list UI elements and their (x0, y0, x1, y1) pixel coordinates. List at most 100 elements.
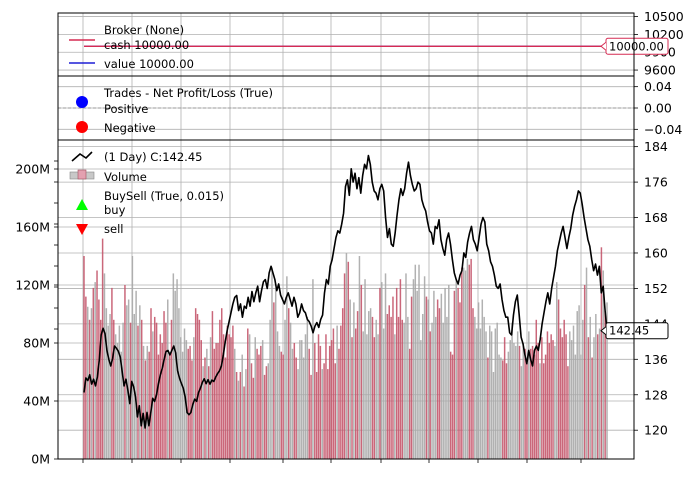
legend-label-close: (1 Day) C:142.45 (104, 150, 202, 164)
volume-bar (500, 357, 502, 459)
volume-bar (401, 319, 404, 459)
volume-bar (312, 279, 314, 459)
legend-swatch-volume (77, 169, 87, 180)
volume-bar (152, 331, 154, 459)
volume-bar (395, 287, 398, 459)
volume-bar (557, 299, 560, 459)
volume-bar (239, 372, 242, 459)
volume-bar (180, 337, 182, 459)
legend-label-negative: Negative (104, 121, 156, 135)
volume-bar (369, 308, 372, 459)
volume-bar (528, 331, 530, 459)
legend-label-positive: Positive (104, 102, 148, 116)
volume-bar (269, 319, 271, 459)
volume-bar (284, 319, 286, 459)
legend-label-volume: Volume (104, 170, 147, 184)
volume-bar (243, 386, 245, 459)
volume-bar (142, 345, 145, 459)
volume-bar (356, 311, 359, 459)
volume-bar (449, 351, 452, 459)
volume-bar (92, 287, 95, 459)
price-last-value-tag: 142.45 (609, 324, 649, 338)
volume-bar (552, 340, 554, 459)
volume-bar (181, 351, 184, 459)
volume-bar (343, 273, 346, 459)
volume-bar (587, 337, 590, 459)
volume-bar (213, 348, 216, 459)
trades-panel: 0.04 0.00 −0.04 Trades - Net Profit/Loss (T… (57, 76, 682, 140)
volume-bar (578, 305, 580, 459)
volume-bar (170, 319, 173, 459)
volume-bar (502, 360, 504, 459)
volume-bar (362, 331, 364, 459)
volume-bar (349, 299, 351, 459)
volume-bar (511, 322, 513, 459)
volume-bar (148, 351, 150, 459)
volume-bar (353, 302, 355, 459)
legend-label-value: value 10000.00 (104, 57, 194, 71)
close-price-line (83, 154, 608, 429)
volume-bar (418, 264, 420, 459)
volume-bar (420, 340, 422, 459)
volume-bar (444, 287, 446, 459)
volume-bar (464, 270, 467, 459)
volume-bar (109, 314, 111, 459)
volume-bar (325, 334, 327, 459)
volume-bar (83, 256, 85, 459)
volume-bar (98, 299, 100, 459)
volume-bar (492, 372, 495, 459)
volume-bar (345, 253, 348, 459)
volume-bar (487, 357, 489, 459)
volume-bar (507, 351, 510, 459)
volume-bar (574, 354, 577, 459)
volume-tick-label: 200M (15, 162, 50, 177)
volume-bar (468, 264, 471, 459)
volume-bar (513, 343, 515, 459)
volume-bar (448, 285, 450, 459)
volume-bar (556, 282, 558, 459)
volume-bar (211, 311, 214, 459)
volume-bar (366, 334, 368, 459)
volume-bar (440, 293, 443, 459)
volume-bar (485, 331, 487, 459)
volume-bar (567, 366, 569, 459)
volume-bar (490, 331, 493, 459)
volume-bar (209, 337, 212, 459)
volume-bar (535, 319, 538, 459)
volume-bar (286, 276, 288, 459)
volume-bar (351, 337, 353, 459)
volume-bar (518, 345, 521, 459)
volume-bar (193, 337, 195, 459)
volume-bar (479, 328, 482, 459)
volume-bar (427, 299, 430, 459)
volume-bar (299, 340, 301, 459)
volume-bar (533, 354, 536, 459)
volume-bar (232, 325, 234, 459)
volume-bar (529, 348, 532, 459)
volume-bar (163, 311, 165, 459)
volume-bar (466, 258, 469, 459)
volume-bar (200, 340, 202, 459)
volume-bar (260, 345, 262, 459)
volume-bar (561, 337, 564, 459)
volume-bar (207, 366, 210, 459)
volume-bar (358, 256, 361, 459)
volume-bar (509, 340, 511, 459)
volume-bar (314, 343, 316, 459)
volume-bar (301, 340, 303, 459)
volume-bar (282, 354, 284, 459)
volume-bar (116, 343, 119, 459)
volume-bar (315, 372, 318, 459)
volume-bar (373, 337, 376, 459)
legend-label-buy: buy (104, 203, 126, 217)
volume-bar (122, 322, 124, 459)
volume-tick-label: 160M (15, 220, 50, 235)
volume-tick-label: 120M (15, 278, 50, 293)
volume-bar (289, 322, 292, 459)
y-tick-label: 120 (644, 423, 668, 438)
volume-bar (425, 296, 428, 459)
volume-bar (381, 282, 383, 459)
price-panel: 184176168160152144136128120200M160M120M8… (15, 139, 669, 467)
legend-label-cash: cash 10000.00 (104, 38, 189, 52)
